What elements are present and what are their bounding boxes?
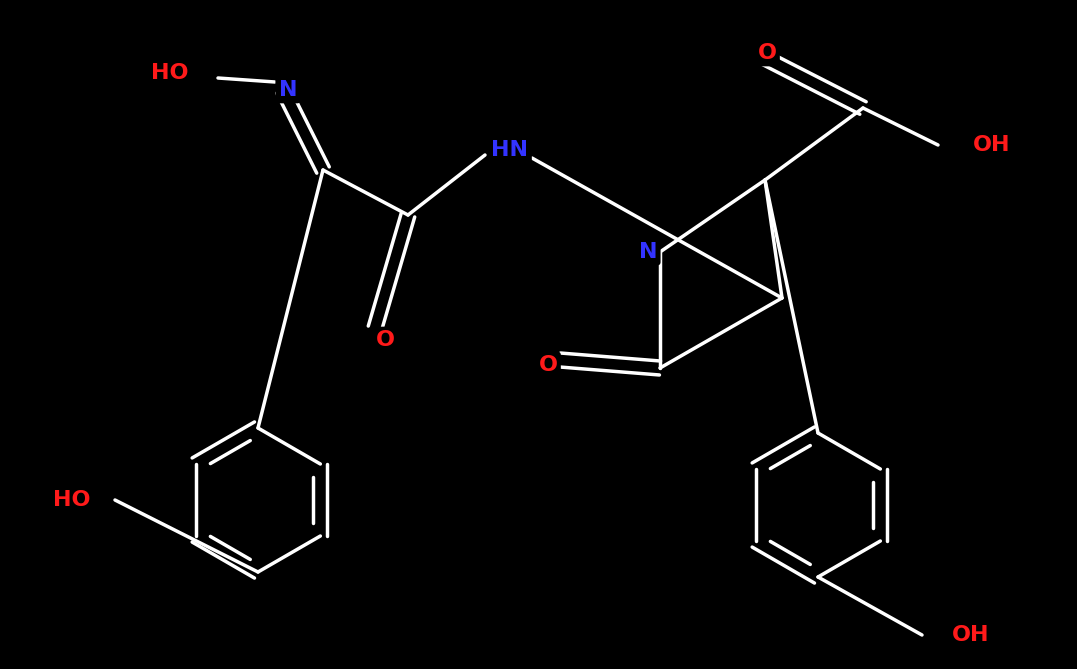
Text: O: O: [376, 330, 394, 350]
Text: HO: HO: [151, 63, 188, 83]
Text: O: O: [538, 355, 558, 375]
Text: N: N: [639, 242, 657, 262]
Text: N: N: [279, 80, 297, 100]
Text: O: O: [757, 43, 777, 63]
Text: HN: HN: [491, 140, 529, 160]
Text: HO: HO: [53, 490, 90, 510]
Text: OH: OH: [973, 135, 1010, 155]
Text: OH: OH: [952, 625, 990, 645]
